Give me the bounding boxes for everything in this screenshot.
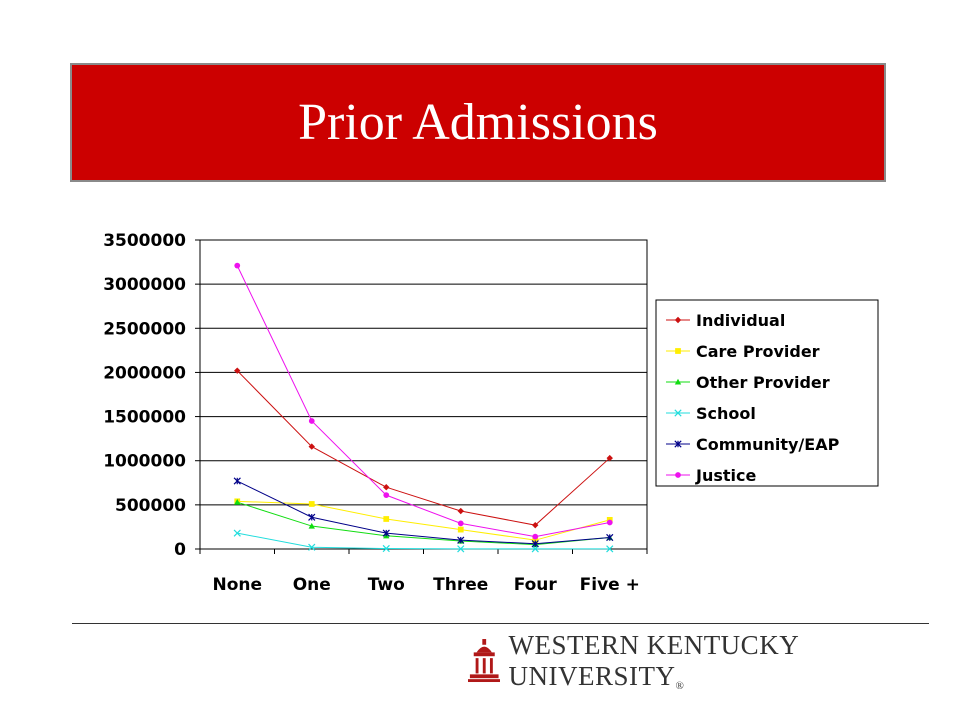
university-logo: WESTERN KENTUCKY UNIVERSITY® bbox=[468, 630, 960, 692]
data-point-care-provider bbox=[308, 501, 315, 507]
marker-stroke bbox=[531, 545, 539, 553]
legend-marker-school bbox=[674, 409, 682, 417]
marker-stroke bbox=[233, 529, 241, 537]
series-line-justice bbox=[236, 265, 610, 538]
y-tick-label: 1000000 bbox=[103, 452, 186, 472]
series-line-care-provider bbox=[237, 500, 610, 541]
legend-label-school: School bbox=[696, 404, 756, 423]
university-name: WESTERN KENTUCKY UNIVERSITY® bbox=[508, 630, 799, 692]
data-point-community-eap bbox=[382, 529, 390, 537]
series-line-community-eap bbox=[237, 480, 610, 545]
legend-label-individual: Individual bbox=[696, 311, 785, 330]
series-line-individual bbox=[236, 370, 611, 526]
data-point-individual bbox=[383, 484, 390, 491]
data-point-school bbox=[606, 545, 614, 553]
legend-marker-community-eap bbox=[674, 440, 682, 448]
x-tick-label: Five + bbox=[580, 575, 640, 595]
legend-marker-individual bbox=[674, 316, 682, 324]
data-point-community-eap bbox=[606, 533, 614, 542]
y-tick-label: 0 bbox=[174, 540, 186, 560]
marker-stroke bbox=[457, 545, 465, 553]
data-point-individual bbox=[308, 443, 315, 450]
y-tick-label: 500000 bbox=[115, 496, 186, 516]
legend-label-care-provider: Care Provider bbox=[696, 342, 820, 361]
y-tick-label: 3500000 bbox=[103, 231, 186, 251]
data-point-school bbox=[308, 543, 316, 551]
x-tick-label: Three bbox=[433, 575, 488, 595]
data-point-community-eap bbox=[457, 536, 465, 544]
data-point-other-provider bbox=[308, 522, 315, 529]
marker-stroke bbox=[606, 545, 614, 553]
legend-marker-care-provider bbox=[675, 348, 681, 354]
data-point-community-eap bbox=[308, 513, 316, 521]
series-line-other-provider bbox=[237, 501, 610, 546]
data-point-justice bbox=[234, 262, 241, 269]
y-tick-label: 2500000 bbox=[103, 319, 186, 339]
footer-divider bbox=[72, 623, 929, 624]
legend-box bbox=[655, 299, 879, 487]
data-point-justice bbox=[606, 519, 613, 526]
data-point-care-provider bbox=[457, 526, 464, 533]
slide-title: Prior Admissions bbox=[298, 94, 658, 151]
data-point-school bbox=[531, 545, 539, 553]
legend-marker-other-provider bbox=[674, 378, 682, 385]
data-point-other-provider bbox=[234, 499, 241, 505]
data-point-community-eap bbox=[531, 540, 539, 548]
wku-cupola-icon bbox=[468, 639, 501, 683]
data-point-care-provider bbox=[532, 537, 539, 544]
marker-stroke bbox=[674, 409, 682, 417]
title-banner: Prior Admissions bbox=[70, 63, 886, 182]
marker-stroke bbox=[308, 543, 316, 551]
x-tick-label: None bbox=[212, 575, 262, 595]
legend-label-justice: Justice bbox=[695, 466, 756, 485]
data-point-individual bbox=[532, 521, 539, 529]
plot-area: 0 500000 1000000 1500000 2000000 2500000 30000… bbox=[103, 231, 648, 595]
chart-legend: Individual Care Provider Other Provider Sch… bbox=[655, 299, 879, 487]
marker-stroke bbox=[382, 544, 390, 553]
data-point-justice bbox=[308, 418, 315, 424]
y-tick-label: 2000000 bbox=[103, 363, 186, 383]
y-tick-label: 3000000 bbox=[103, 275, 186, 295]
data-point-justice bbox=[457, 520, 464, 527]
legend-label-other-provider: Other Provider bbox=[696, 373, 830, 392]
data-point-school bbox=[233, 529, 241, 537]
x-tick-label: One bbox=[293, 575, 331, 595]
series-line-school bbox=[237, 532, 610, 550]
data-point-community-eap bbox=[233, 477, 241, 485]
data-point-school bbox=[382, 544, 390, 553]
data-point-individual bbox=[606, 454, 613, 462]
data-point-justice bbox=[383, 492, 390, 499]
legend-marker-justice bbox=[675, 472, 681, 478]
data-point-school bbox=[457, 545, 465, 553]
x-tick-label: Two bbox=[368, 575, 405, 595]
y-tick-label: 1500000 bbox=[103, 408, 186, 428]
legend-label-community-eap: Community/EAP bbox=[696, 435, 840, 454]
data-point-care-provider bbox=[383, 516, 390, 522]
x-tick-label: Four bbox=[514, 575, 558, 595]
data-point-justice bbox=[532, 533, 539, 540]
data-point-individual bbox=[457, 507, 464, 515]
data-point-individual bbox=[234, 367, 241, 374]
